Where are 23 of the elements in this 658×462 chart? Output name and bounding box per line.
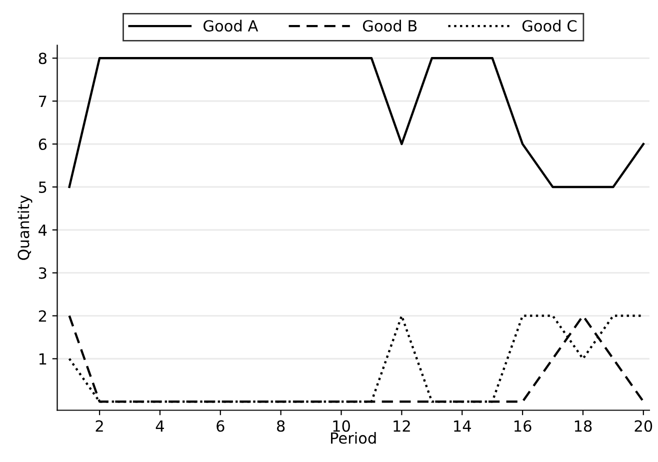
y-tick-label: 4 xyxy=(38,224,47,236)
x-tick-label: 20 xyxy=(634,420,652,432)
y-tick-label: 6 xyxy=(38,138,47,150)
legend-label: Good C xyxy=(522,20,577,32)
x-tick-label: 6 xyxy=(216,420,224,432)
y-tick-label: 7 xyxy=(39,96,46,107)
x-tick-label: 2 xyxy=(96,420,103,432)
y-tick-label: 3 xyxy=(38,267,46,279)
x-tick-label: 14 xyxy=(454,420,471,432)
x-axis-title: Period xyxy=(331,432,376,444)
x-tick-label: 4 xyxy=(156,420,164,432)
legend-label: Good A xyxy=(204,20,258,32)
y-tick-label: 5 xyxy=(38,182,46,193)
y-tick-label: 8 xyxy=(38,52,46,64)
y-tick-label: 1 xyxy=(39,353,46,365)
x-tick-label: 10 xyxy=(333,420,350,432)
y-tick-label: 2 xyxy=(38,310,46,322)
x-tick-label: 12 xyxy=(394,420,410,432)
x-tick-label: 8 xyxy=(277,420,285,432)
x-tick-label: 16 xyxy=(514,420,532,432)
y-axis-title: Quantity xyxy=(17,195,32,260)
x-tick-label: 18 xyxy=(574,420,592,432)
legend-label: Good B xyxy=(362,20,417,32)
